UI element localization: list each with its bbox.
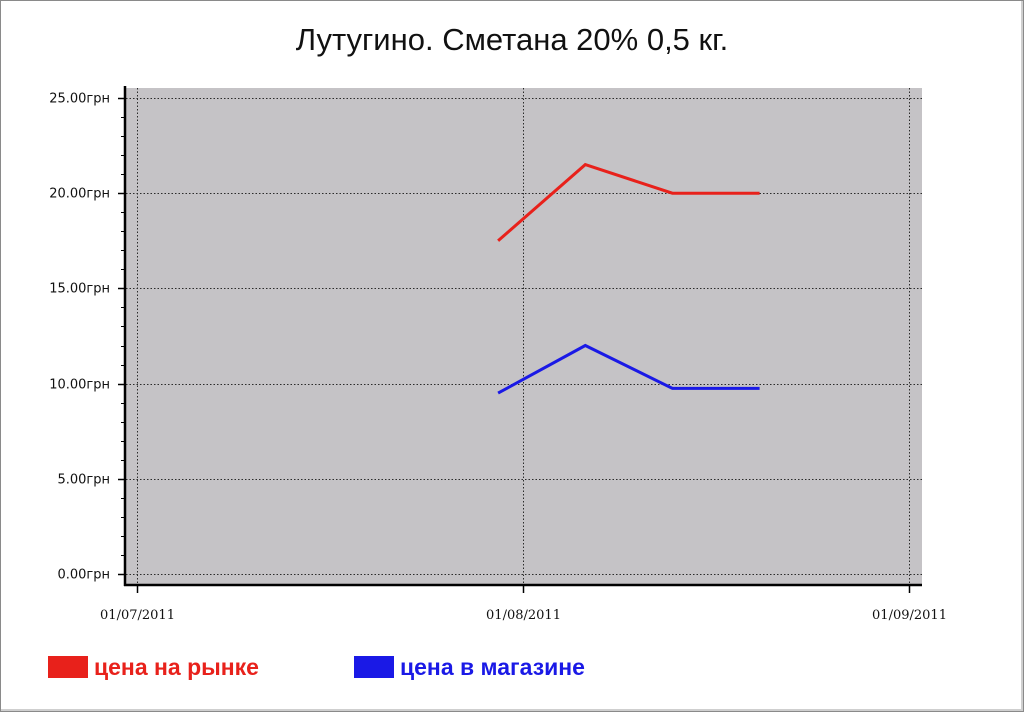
x-tick-label: 01/08/2011: [486, 608, 561, 623]
axes: [118, 86, 922, 593]
x-tick-label: 01/09/2011: [872, 608, 947, 623]
legend-item-store: цена в магазине: [354, 650, 585, 684]
legend-label-store: цена в магазине: [400, 653, 585, 680]
x-tick-labels: 01/07/2011 01/08/2011 01/09/2011: [100, 608, 947, 623]
y-tick-label: 5.00грн: [57, 473, 110, 488]
y-tick-label: 20.00грн: [49, 187, 110, 202]
legend-swatch-store: [354, 656, 394, 678]
y-tick-label: 0.00грн: [57, 568, 110, 583]
grid-lines: [126, 88, 922, 585]
series-layer: [497, 162, 760, 395]
legend-item-market: цена на рынке: [48, 650, 259, 684]
x-tick-label: 01/07/2011: [100, 608, 175, 623]
y-tick-label: 10.00грн: [49, 378, 110, 393]
y-tick-label: 15.00грн: [49, 282, 110, 297]
chart-title: Лутугино. Сметана 20% 0,5 кг.: [295, 22, 729, 57]
series-line-0: [497, 162, 760, 242]
series-line-1: [497, 343, 760, 395]
y-tick-labels: 0.00грн 5.00грн 10.00грн 15.00грн 20.00грн 25…: [49, 92, 110, 583]
legend-label-market: цена на рынке: [94, 653, 259, 680]
legend-swatch-market: [48, 656, 88, 678]
y-tick-label: 25.00грн: [49, 92, 110, 107]
